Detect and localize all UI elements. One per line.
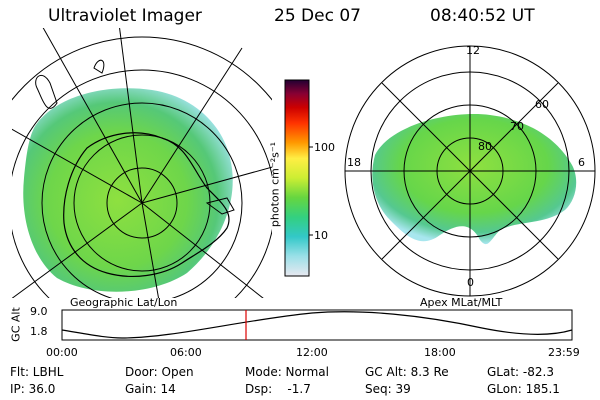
colorbar-tick-100: 100 <box>314 141 335 154</box>
mlat-label-80: 80 <box>478 140 492 153</box>
geographic-map <box>12 28 272 298</box>
altitude-plot <box>61 309 573 341</box>
aurora-emission-region <box>23 88 233 292</box>
magnetic-polar-map <box>344 45 596 297</box>
info-glat: GLat: -82.3 <box>487 365 554 379</box>
info-ip: IP: 36.0 <box>10 382 56 396</box>
altitude-ytick-bottom: 1.8 <box>30 325 48 338</box>
info-gc-alt: GC Alt: 8.3 Re <box>365 365 449 379</box>
time-label: 08:40:52 UT <box>430 6 535 26</box>
mlt-label-18: 18 <box>347 156 361 169</box>
info-gain: Gain: 14 <box>125 382 176 396</box>
colorbar <box>284 79 313 277</box>
mlt-label-0: 0 <box>467 276 474 289</box>
info-seq: Seq: 39 <box>365 382 411 396</box>
xtick-0000: 00:00 <box>46 346 78 359</box>
mlat-label-70: 70 <box>510 120 524 133</box>
mlt-label-12: 12 <box>466 44 480 57</box>
colorbar-tick-10: 10 <box>314 229 328 242</box>
title: Ultraviolet Imager <box>48 6 202 26</box>
altitude-ytick-top: 9.0 <box>30 305 48 318</box>
peninsula-outline <box>205 197 235 215</box>
right-panel-label: Apex MLat/MLT <box>420 296 503 309</box>
latitude-circle <box>41 102 243 298</box>
antarctica-coastline <box>63 132 230 278</box>
latitude-circle <box>106 167 178 239</box>
xtick-1800: 18:00 <box>424 346 456 359</box>
altitude-curve <box>61 311 573 339</box>
date-label: 25 Dec 07 <box>274 6 361 26</box>
coastline <box>35 59 105 109</box>
latitude-circle <box>73 134 211 272</box>
left-panel-label: Geographic Lat/Lon <box>70 296 178 309</box>
altitude-ylabel: GC Alt <box>9 307 23 342</box>
latitude-circle <box>12 36 272 101</box>
xtick-1200: 12:00 <box>296 346 328 359</box>
info-dsp: Dsp: -1.7 <box>245 382 311 396</box>
mlat-label-60: 60 <box>535 98 549 111</box>
xtick-0600: 06:00 <box>170 346 202 359</box>
colorbar-unit-label: photon cm⁻²s⁻¹ <box>268 141 282 228</box>
info-filter: Flt: LBHL <box>10 365 64 379</box>
info-mode: Mode: Normal <box>245 365 329 379</box>
mlt-label-6: 6 <box>578 156 585 169</box>
aurora-oval <box>372 114 577 245</box>
info-door: Door: Open <box>125 365 194 379</box>
info-glon: GLon: 185.1 <box>487 382 560 396</box>
latitude-circle <box>12 69 272 298</box>
xtick-2359: 23:59 <box>548 346 580 359</box>
